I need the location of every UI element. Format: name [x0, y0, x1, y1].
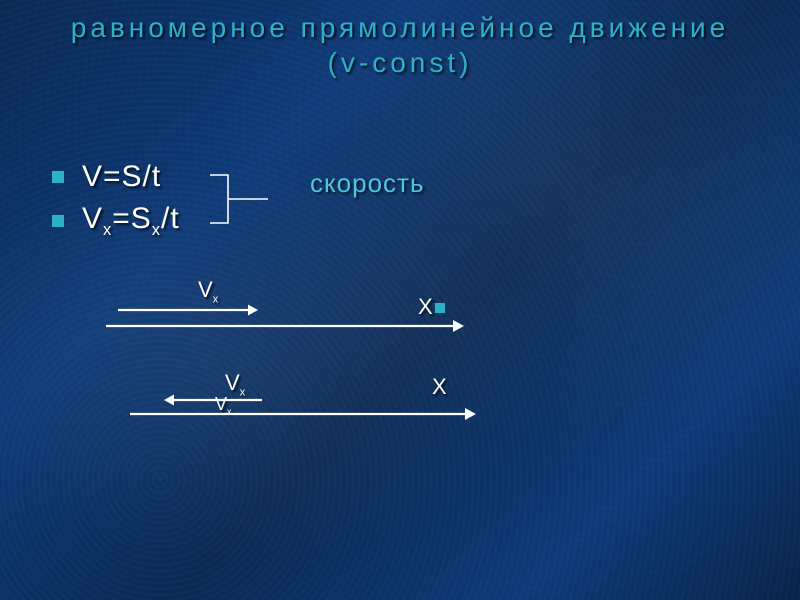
bullet-row: V=S/t	[52, 160, 180, 194]
bullet-marker-icon	[52, 171, 64, 183]
bullet-text-1: V=S/t	[82, 160, 161, 194]
bullet-row: Vx=Sx/t	[52, 202, 180, 240]
bullet-marker-icon	[52, 215, 64, 227]
title-line2: (v-const)	[328, 47, 473, 78]
speed-label: скорость	[310, 168, 425, 199]
title-line1: равномерное прямолинейное движение	[71, 12, 730, 43]
slide: равномерное прямолинейное движение (v-co…	[0, 0, 800, 600]
axis-x-label-1: X	[418, 294, 445, 320]
axis-x-label-2: X	[432, 374, 447, 400]
slide-title: равномерное прямолинейное движение (v-co…	[0, 10, 800, 80]
bracket-connector-icon	[208, 173, 278, 225]
arrows-svg	[0, 0, 800, 600]
vx-label-1: Vx	[198, 277, 218, 305]
bullet-text-2: Vx=Sx/t	[82, 202, 180, 240]
bullet-list: V=S/t Vx=Sx/t	[52, 160, 180, 248]
vx-under-label: Vx	[215, 394, 232, 417]
